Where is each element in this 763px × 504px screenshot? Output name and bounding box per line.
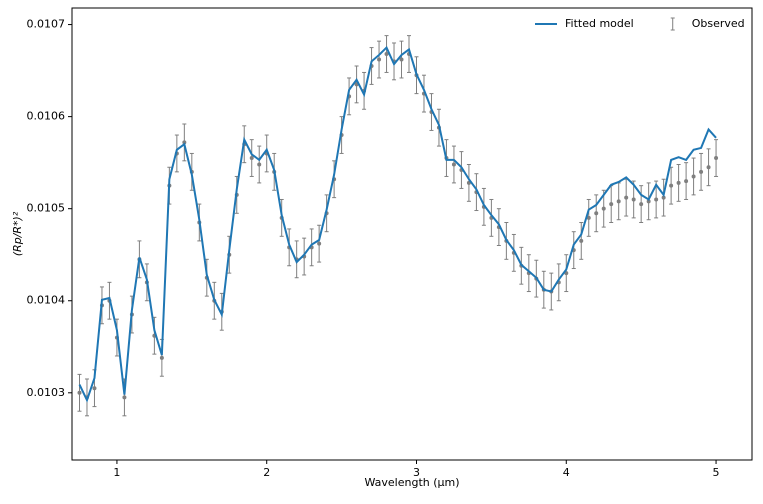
y-axis-label: (Rp/R*)² <box>11 211 24 256</box>
observed-point <box>249 156 254 161</box>
observed-point <box>77 390 82 395</box>
observed-point <box>399 57 404 62</box>
observed-point <box>586 215 591 220</box>
observed-point <box>159 355 164 360</box>
observed-point <box>384 52 389 57</box>
observed-point <box>706 165 711 170</box>
y-tick-label: 0.0107 <box>27 18 66 31</box>
observed-point <box>182 140 187 145</box>
x-tick-label: 2 <box>263 466 270 479</box>
observed-point <box>639 202 644 207</box>
model-line <box>78 45 717 403</box>
observed-point <box>714 156 719 161</box>
observed-point <box>377 57 382 62</box>
legend-label: Observed <box>692 17 745 30</box>
y-tick-label: 0.0104 <box>27 294 66 307</box>
observed-point <box>691 174 696 179</box>
observed-point <box>646 199 651 204</box>
observed-point <box>122 395 127 400</box>
observed-point <box>669 183 674 188</box>
observed-point <box>616 199 621 204</box>
legend-label: Fitted model <box>565 17 634 30</box>
observed-point <box>601 206 606 211</box>
observed-point <box>676 180 681 185</box>
observed-point <box>594 211 599 216</box>
observed-point <box>624 195 629 200</box>
x-tick-label: 1 <box>113 466 120 479</box>
y-tick-label: 0.0103 <box>27 386 66 399</box>
observed-point <box>317 241 322 246</box>
x-tick-label: 4 <box>563 466 570 479</box>
observed-point <box>699 169 704 174</box>
legend-swatch <box>670 17 675 31</box>
y-tick-label: 0.0106 <box>27 110 66 123</box>
y-tick-label: 0.0105 <box>27 202 66 215</box>
observed-point <box>631 197 636 202</box>
observed-point <box>579 238 584 243</box>
x-axis-label: Wavelength (μm) <box>364 476 459 489</box>
observed-point <box>684 179 689 184</box>
observed-point <box>654 197 659 202</box>
observed-point <box>451 162 456 167</box>
x-tick-label: 3 <box>413 466 420 479</box>
observed-point <box>661 195 666 200</box>
observed-point <box>257 162 262 167</box>
x-tick-label: 5 <box>713 466 720 479</box>
observed-point <box>609 202 614 207</box>
plot-area <box>71 7 753 461</box>
observed-point <box>92 386 97 391</box>
